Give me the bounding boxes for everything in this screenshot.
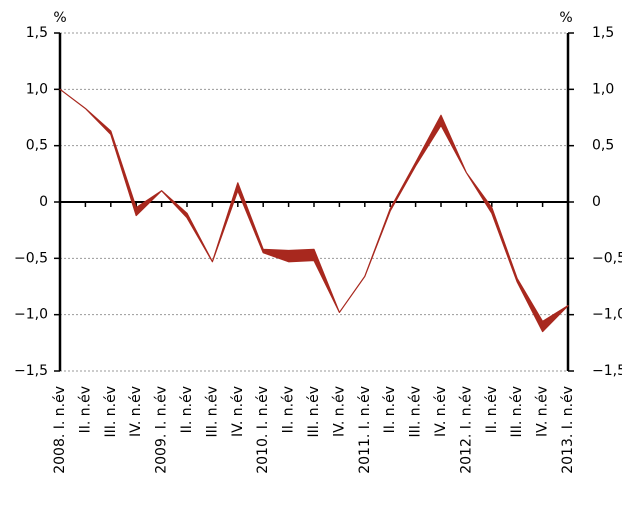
x-tick-label: III. n.év	[509, 386, 525, 438]
y2-tick-label: −1,0	[592, 307, 622, 323]
y-tick-label: 1,0	[26, 81, 48, 97]
x-tick-label: IV. n.év	[230, 386, 246, 437]
x-tick-label: II. n.év	[281, 386, 297, 433]
y-unit: %	[53, 10, 66, 26]
y-tick-label: −1,5	[14, 363, 48, 379]
y2-tick-label: 1,0	[592, 81, 614, 97]
x-tick-label: II. n.év	[484, 386, 500, 433]
y-tick-label: −1,0	[14, 307, 48, 323]
y-tick-label: −0,5	[14, 250, 48, 266]
y2-tick-label: 1,5	[592, 25, 614, 41]
x-tick-label: IV. n.év	[433, 386, 449, 437]
x-tick-label: III. n.év	[408, 386, 424, 438]
x-tick-label: II. n.év	[382, 386, 398, 433]
x-tick-label: III. n.év	[204, 386, 220, 438]
x-tick-label: IV. n.év	[128, 386, 144, 437]
y2-tick-label: −1,5	[592, 363, 622, 379]
y-tick-label: 0	[39, 194, 48, 210]
x-tick-label: 2011. I. n.év	[357, 386, 373, 474]
y-tick-label: 0,5	[26, 138, 48, 154]
y2-unit: %	[559, 10, 572, 26]
y2-tick-label: −0,5	[592, 250, 622, 266]
x-tick-label: III. n.év	[306, 386, 322, 438]
band	[59, 88, 569, 333]
x-tick-label: 2012. I. n.év	[458, 386, 474, 474]
x-tick-label: IV. n.év	[331, 386, 347, 437]
x-tick-label: III. n.év	[103, 386, 119, 438]
x-tick-label: 2010. I. n.év	[255, 386, 271, 474]
y2-tick-label: 0,5	[592, 138, 614, 154]
x-tick-label: 2009. I. n.év	[154, 386, 170, 474]
x-tick-label: II. n.év	[77, 386, 93, 433]
x-tick-label: 2013. I. n.év	[560, 386, 576, 474]
y-tick-label: 1,5	[26, 25, 48, 41]
x-tick-label: II. n.év	[179, 386, 195, 433]
x-tick-label: 2008. I. n.év	[52, 386, 68, 474]
x-tick-label: IV. n.év	[535, 386, 551, 437]
y2-tick-label: 0	[592, 194, 601, 210]
